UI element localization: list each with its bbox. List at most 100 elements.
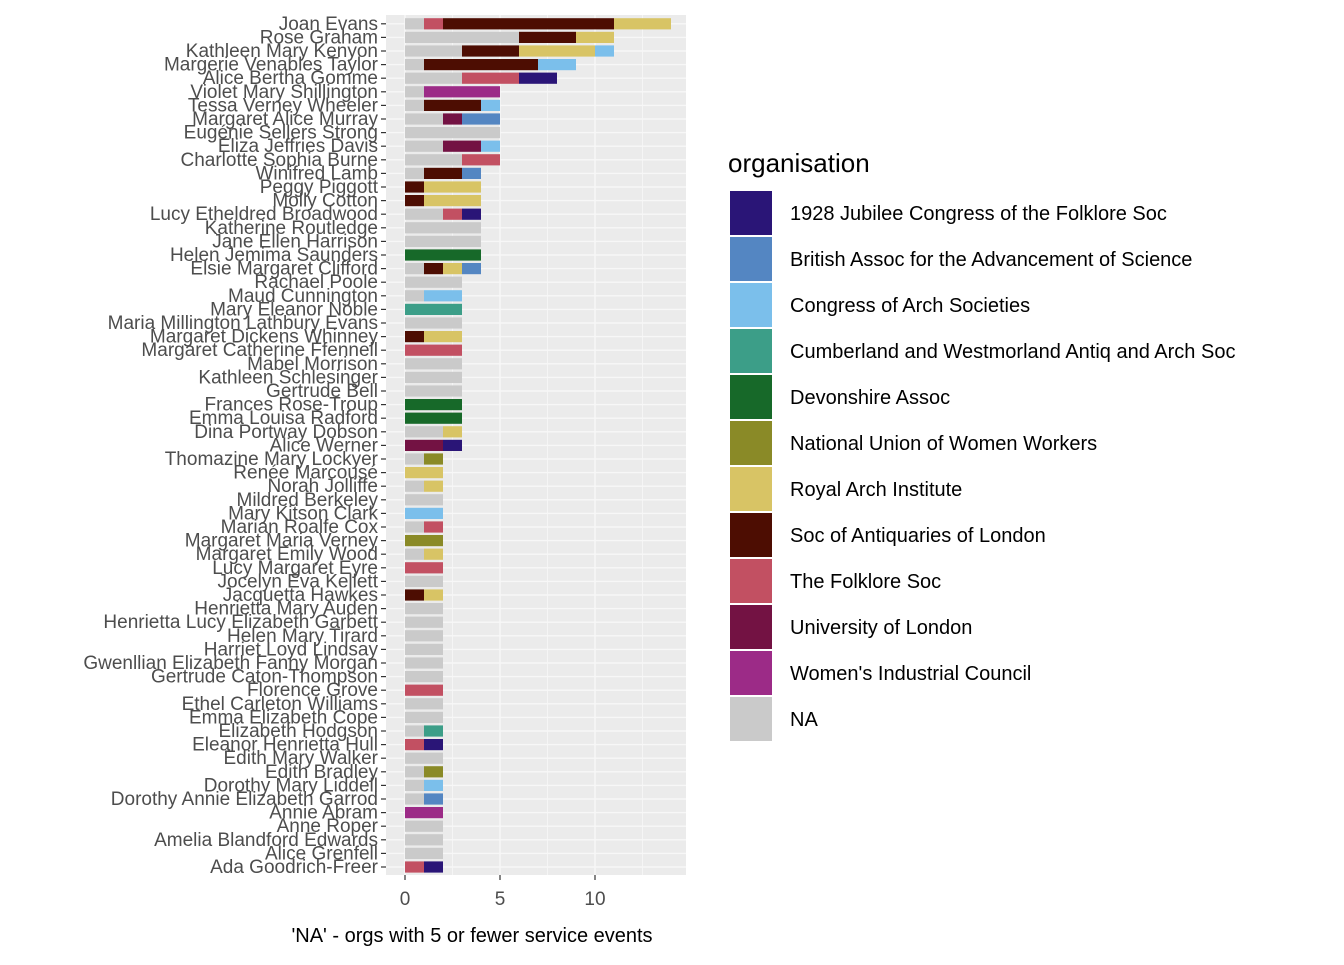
y-tick-label: Frances Rose-Troup — [204, 395, 378, 416]
bar-segment — [405, 399, 462, 411]
bar-segment — [405, 562, 443, 574]
bar-segment — [405, 344, 462, 356]
bar-segment — [519, 72, 557, 84]
bar-segment — [424, 99, 481, 111]
bar-segment — [405, 548, 424, 560]
bar-segment — [424, 167, 462, 179]
y-tick-label: Gertrude Bell — [266, 381, 378, 402]
y-tick-label: Joan Evans — [279, 14, 378, 35]
legend-key — [730, 191, 772, 235]
bar-segment — [405, 793, 424, 805]
bar-segment — [519, 45, 595, 57]
bar-segment — [405, 181, 424, 193]
legend-key — [730, 375, 772, 419]
bar-segment — [443, 439, 462, 451]
y-tick-label: Margerie Venables Taylor — [164, 55, 379, 76]
bar-segment — [405, 290, 424, 302]
bar-segment — [405, 385, 462, 397]
y-tick-label: Norah Jolliffe — [267, 476, 378, 497]
bar-segment — [405, 480, 424, 492]
bar-segment — [405, 630, 443, 642]
legend-key — [730, 467, 772, 511]
legend-label: National Union of Women Workers — [790, 433, 1097, 455]
x-axis-title: 'NA' - orgs with 5 or fewer service even… — [291, 925, 652, 947]
y-tick-label: Mildred Berkeley — [237, 490, 379, 511]
legend-label: Women's Industrial Council — [790, 663, 1031, 685]
bar-segment — [424, 18, 443, 30]
bar-segment — [424, 779, 443, 791]
y-tick-label: Thomazine Mary Lockyer — [165, 449, 379, 470]
bar-segment — [405, 113, 443, 125]
bar-segment — [424, 331, 462, 343]
bar-segment — [462, 208, 481, 220]
bar-segment — [405, 303, 462, 315]
bar-segment — [405, 535, 443, 547]
bar-segment — [424, 861, 443, 873]
y-tick-label: Alice Werner — [270, 435, 379, 456]
y-tick-label: Ethel Carleton Williams — [182, 694, 378, 715]
y-tick-label: Lucy Etheldred Broadwood — [150, 204, 378, 225]
y-tick-label: Peggy Piggott — [260, 177, 379, 198]
x-tick-label: 5 — [495, 889, 506, 910]
y-tick-label: Margaret Maria Verney — [185, 531, 379, 552]
bar-segment — [576, 31, 614, 43]
bar-segment — [405, 249, 481, 261]
bar-segment — [405, 671, 443, 683]
bar-segment — [405, 276, 462, 288]
legend-label: Cumberland and Westmorland Antiq and Arc… — [790, 341, 1235, 363]
y-tick-label: Alice Bertha Gomme — [203, 68, 378, 89]
bar-segment — [405, 99, 424, 111]
y-tick-label: Anne Roper — [277, 816, 379, 837]
y-tick-label: Lucy Margaret Eyre — [212, 558, 378, 579]
y-tick-label: Winifred Lamb — [256, 163, 379, 184]
bar-segment — [424, 480, 443, 492]
bar-segment — [405, 86, 424, 98]
bar-segment — [405, 331, 424, 343]
bar-segment — [405, 603, 443, 615]
bar-segment — [405, 739, 424, 751]
bar-segment — [405, 127, 500, 139]
bar-segment — [405, 575, 443, 587]
bar-segment — [405, 18, 424, 30]
y-tick-label: Kathleen Mary Kenyon — [186, 41, 378, 62]
bar-segment — [481, 99, 500, 111]
bar-segment — [481, 140, 500, 152]
legend-label: 1928 Jubilee Congress of the Folklore So… — [790, 203, 1167, 225]
y-tick-label: Eleanor Henrietta Hull — [192, 735, 378, 756]
y-tick-label: Edith Mary Walker — [224, 748, 379, 769]
bar-segment — [462, 167, 481, 179]
y-tick-label: Jane Ellen Harrison — [212, 231, 378, 252]
bar-segment — [405, 861, 424, 873]
y-tick-label: Molly Cotton — [272, 191, 378, 212]
bar-segment — [405, 820, 443, 832]
bar-segment — [462, 154, 500, 166]
bar-segment — [614, 18, 671, 30]
y-tick-label: Dorothy Annie Elizabeth Garrod — [111, 789, 378, 810]
y-tick-label: Maria Millington Lathbury Evans — [108, 313, 378, 334]
y-tick-label: Marian Roalfe Cox — [221, 517, 379, 538]
bar-segment — [405, 657, 443, 669]
legend-key — [730, 329, 772, 373]
bar-segment — [405, 521, 424, 533]
bar-segment — [519, 31, 576, 43]
legend-key — [730, 283, 772, 327]
bar-segment — [405, 698, 443, 710]
bar-segment — [405, 467, 443, 479]
bar-segment — [405, 616, 443, 628]
bar-segment — [405, 643, 443, 655]
bar-segment — [443, 140, 481, 152]
y-tick-label: Dina Portway Dobson — [194, 422, 378, 443]
y-tick-label: Annie Abram — [269, 803, 378, 824]
bar-segment — [405, 426, 443, 438]
bar-segment — [424, 589, 443, 601]
y-tick-label: Harriet Loyd Lindsay — [204, 639, 379, 660]
bar-segment — [462, 113, 500, 125]
bar-segment — [405, 371, 462, 383]
y-tick-label: Margaret Dickens Whinney — [150, 327, 379, 348]
bar-segment — [405, 439, 443, 451]
legend: organisation 1928 Jubilee Congress of th… — [728, 148, 1235, 741]
legend-label: University of London — [790, 617, 972, 639]
y-tick-label: Helen Jemima Saunders — [170, 245, 378, 266]
